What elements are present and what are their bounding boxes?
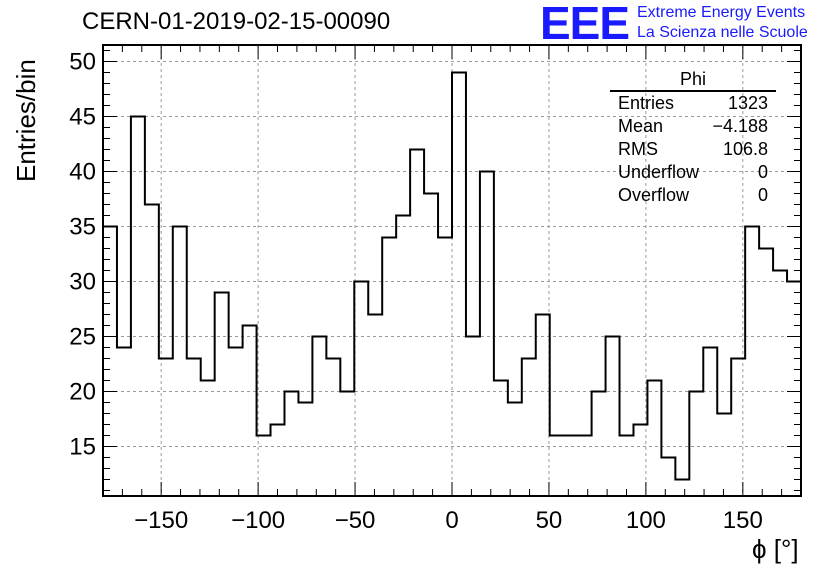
stats-value: 0 [757, 162, 768, 182]
histogram-bin [773, 271, 787, 497]
histogram-bin [578, 436, 592, 497]
stats-value: 106.8 [722, 139, 768, 159]
histogram-bin [647, 381, 661, 497]
stats-box: Phi Entries 1323 Mean −4.188 RMS 106.8 U… [610, 68, 776, 207]
run-title: CERN-01-2019-02-15-00090 [82, 8, 391, 35]
histogram-bin [592, 392, 606, 497]
stats-row-underflow: Underflow 0 [610, 161, 776, 184]
stats-row-entries: Entries 1323 [610, 92, 776, 115]
histogram-bin [215, 293, 229, 497]
histogram-bin [480, 172, 494, 497]
histogram-bin [117, 348, 131, 497]
y-tick-label: 20 [69, 379, 96, 406]
stats-value: 0 [757, 185, 768, 205]
x-axis-label: ϕ [°] [752, 534, 799, 564]
tick-labels: −150 −100 −50 0 50 100 150 15 20 25 30 35 40 45 50 [69, 49, 763, 535]
histogram-bin [703, 348, 717, 497]
y-tick-label: 50 [69, 49, 96, 76]
y-tick-label: 45 [69, 104, 96, 131]
histogram-bin [522, 359, 536, 497]
stats-key: Mean [618, 116, 664, 136]
histogram-bin [145, 205, 159, 497]
histogram-bin [103, 227, 117, 497]
stats-value: −4.188 [712, 116, 768, 136]
eee-logo: EEE [540, 0, 630, 49]
histogram-bin [564, 436, 578, 497]
y-tick-label: 40 [69, 159, 96, 186]
histogram-bin [424, 194, 438, 497]
histogram-bin [257, 436, 271, 497]
histogram-bin [354, 282, 368, 497]
histogram-bin [396, 216, 410, 497]
stats-key: Entries [618, 93, 675, 113]
x-tick-label: 50 [536, 507, 563, 534]
histogram-bin [550, 436, 564, 497]
logo-caption-line1: Extreme Energy Events [637, 4, 806, 21]
histogram-bin [243, 326, 257, 497]
histogram-bin [606, 337, 620, 497]
histogram-bin [187, 359, 201, 497]
histogram-series [103, 71, 801, 497]
x-tick-label: −100 [231, 507, 285, 534]
stats-key: Underflow [618, 162, 700, 182]
histogram-bin [633, 425, 647, 497]
stats-title: Phi [610, 68, 776, 92]
histogram-bin [201, 381, 215, 497]
stats-row-mean: Mean −4.188 [610, 115, 776, 138]
histogram-bin [131, 117, 145, 497]
histogram-bin [731, 359, 745, 497]
histogram-bin [298, 403, 312, 497]
histogram-bin [717, 414, 731, 497]
histogram-bin [312, 337, 326, 497]
histogram-bin [340, 392, 354, 497]
y-tick-label: 30 [69, 269, 96, 296]
histogram-bin [452, 73, 466, 497]
y-axis-label: Entries/bin [11, 59, 41, 182]
stats-key: RMS [618, 139, 658, 159]
histogram-bin [466, 337, 480, 497]
stats-row-overflow: Overflow 0 [610, 184, 776, 207]
x-tick-label: −50 [335, 507, 376, 534]
logo-caption-line2: La Scienza nelle Scuole [637, 24, 808, 41]
y-tick-label: 15 [69, 434, 96, 461]
histogram-bin [787, 282, 801, 497]
y-tick-label: 25 [69, 324, 96, 351]
histogram-bin [508, 403, 522, 497]
histogram-bin [271, 425, 285, 497]
histogram-bin [382, 238, 396, 497]
histogram-bin [284, 392, 298, 497]
x-tick-label: 0 [445, 507, 458, 534]
histogram-bin [661, 458, 675, 497]
histogram-bin [326, 359, 340, 497]
histogram-bin [173, 227, 187, 497]
stats-value: 1323 [727, 93, 768, 113]
histogram-bin [229, 348, 243, 497]
x-tick-label: 100 [626, 507, 666, 534]
histogram-bin [410, 150, 424, 497]
stats-row-rms: RMS 106.8 [610, 138, 776, 161]
histogram-bin [620, 436, 634, 497]
histogram-bin [368, 315, 382, 497]
histogram-bin [689, 392, 703, 497]
histogram-bin [675, 480, 689, 497]
x-tick-label: −150 [134, 507, 188, 534]
histogram-bin [536, 315, 550, 497]
histogram-bin [745, 227, 759, 497]
histogram-bin [494, 381, 508, 497]
x-tick-label: 150 [723, 507, 763, 534]
y-tick-label: 35 [69, 214, 96, 241]
histogram-bin [759, 249, 773, 497]
plot-frame [102, 44, 802, 497]
histogram-outline [103, 71, 801, 481]
histogram-bin [438, 238, 452, 497]
histogram-bin [159, 359, 173, 497]
stats-key: Overflow [618, 185, 690, 205]
